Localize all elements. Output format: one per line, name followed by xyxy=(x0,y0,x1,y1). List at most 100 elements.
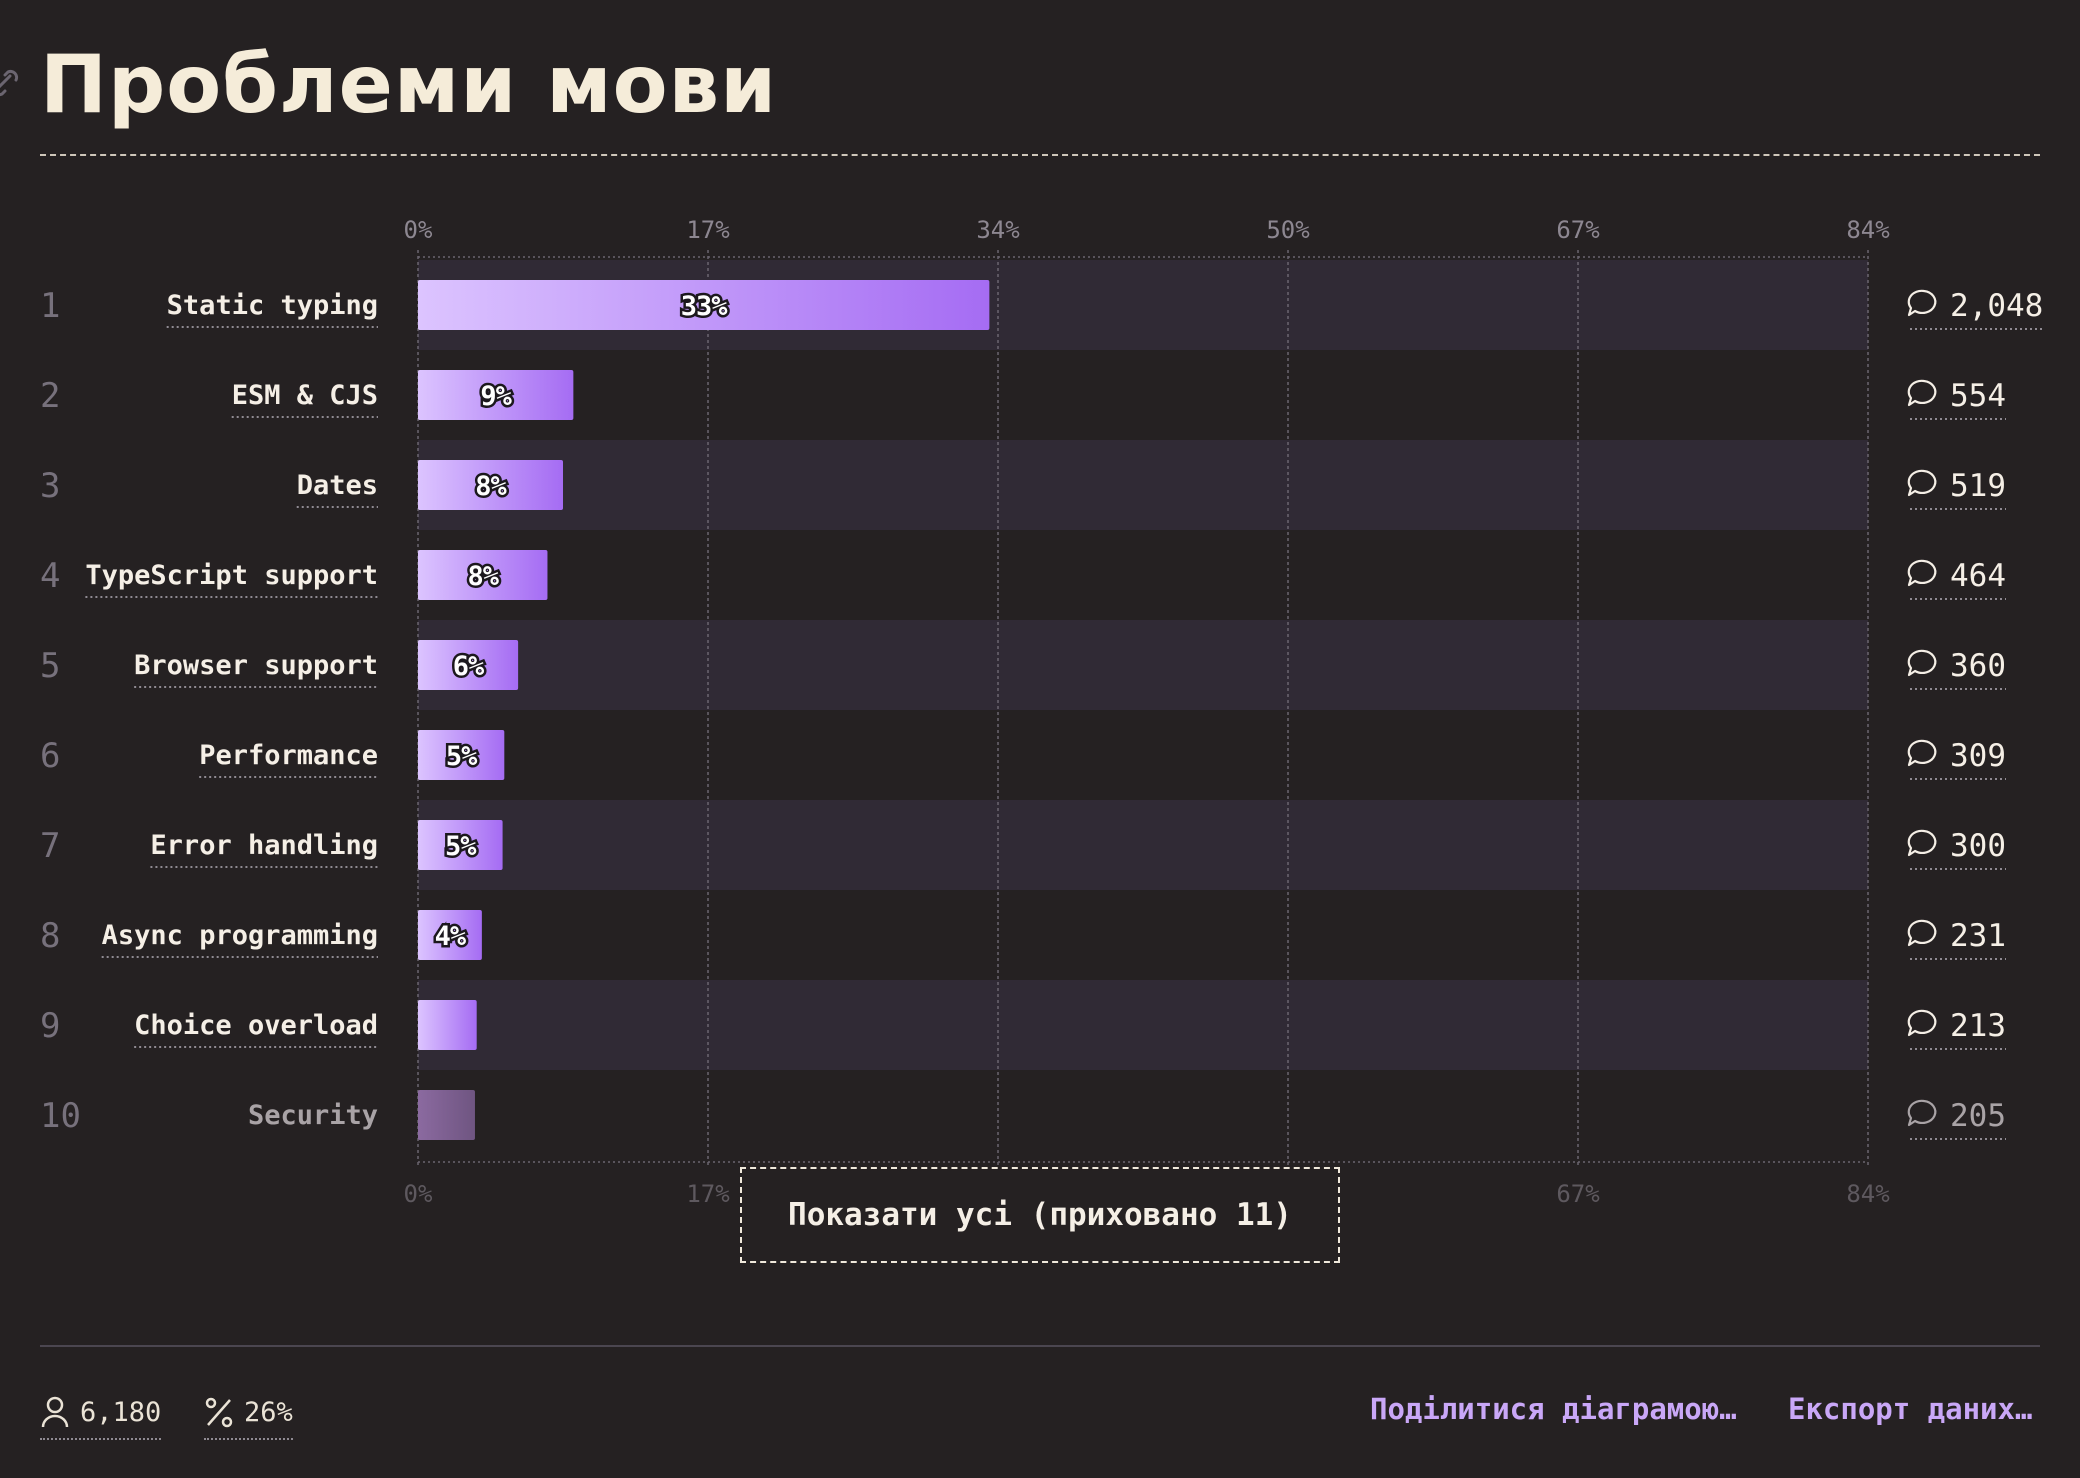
category-label: Error handling xyxy=(150,830,378,861)
rank-number: 3 xyxy=(40,466,60,506)
comment-icon xyxy=(1907,739,1937,767)
title-divider xyxy=(40,154,2040,156)
x-tick-label-top: 34% xyxy=(976,216,1020,244)
category-label: Browser support xyxy=(134,650,378,681)
comment-count[interactable]: 2,048 xyxy=(1907,288,2044,330)
share-chart-link[interactable]: Поділитися діаграмою… xyxy=(1370,1392,1737,1426)
rank-number: 6 xyxy=(40,736,60,776)
rank-number: 10 xyxy=(40,1096,81,1136)
bar-value-label: 8% xyxy=(475,471,507,502)
category-label-group[interactable]: Dates xyxy=(296,470,378,508)
row-band xyxy=(418,800,1868,890)
comment-count[interactable]: 213 xyxy=(1907,1008,2006,1050)
bar xyxy=(418,460,563,510)
comment-count[interactable]: 464 xyxy=(1907,558,2006,600)
x-tick-label-bottom: 84% xyxy=(1846,1180,1890,1208)
link-icon[interactable] xyxy=(0,68,20,98)
bar xyxy=(418,640,519,690)
x-tick-label-top: 17% xyxy=(686,216,730,244)
bar-value-label: 5% xyxy=(445,831,477,862)
rank-number: 4 xyxy=(40,556,60,596)
category-label: Performance xyxy=(199,740,378,771)
category-label: Async programming xyxy=(102,920,378,951)
bar xyxy=(418,730,505,780)
bar xyxy=(418,1000,477,1050)
respondents-count: 6,180 xyxy=(80,1396,162,1428)
comment-icon xyxy=(1907,289,1937,317)
bar-value-label: 6% xyxy=(453,651,485,682)
category-label-group[interactable]: Async programming xyxy=(101,920,378,958)
comment-icon xyxy=(1907,1099,1937,1127)
comment-icon xyxy=(1907,1009,1937,1037)
bar-value-label: 5% xyxy=(446,741,478,772)
percent-stat[interactable]: 26% xyxy=(204,1390,293,1440)
rank-number: 9 xyxy=(40,1006,60,1046)
bar xyxy=(418,370,574,420)
x-tick-label-top: 67% xyxy=(1556,216,1600,244)
category-label: Security xyxy=(248,1100,378,1131)
category-label: Choice overload xyxy=(134,1010,378,1041)
rank-number: 2 xyxy=(40,376,60,416)
rank-number: 8 xyxy=(40,916,60,956)
comment-count-value: 360 xyxy=(1950,648,2006,684)
bar-value-label: 9% xyxy=(480,381,512,412)
user-icon xyxy=(41,1396,69,1428)
bar xyxy=(418,820,503,870)
comment-count[interactable]: 360 xyxy=(1907,648,2006,690)
category-label-group[interactable]: Performance xyxy=(199,740,378,778)
rank-number: 5 xyxy=(40,646,60,686)
comment-icon xyxy=(1907,919,1937,947)
comment-count-value: 300 xyxy=(1950,828,2006,864)
x-tick-label-top: 84% xyxy=(1846,216,1890,244)
comment-count[interactable]: 300 xyxy=(1907,828,2006,870)
x-tick-label-top: 50% xyxy=(1266,216,1310,244)
horizontal-bar-chart: 0%0%17%17%34%34%50%50%67%67%84%84%1Stati… xyxy=(40,216,2044,1208)
comment-icon xyxy=(1907,559,1937,587)
percent-value: 26% xyxy=(244,1396,293,1428)
category-label-group[interactable]: Security xyxy=(248,1100,378,1131)
x-tick-label-bottom: 67% xyxy=(1556,1180,1600,1208)
category-label: ESM & CJS xyxy=(232,380,378,411)
category-label-group[interactable]: TypeScript support xyxy=(85,560,378,598)
bar xyxy=(418,1090,475,1140)
comment-count-value: 205 xyxy=(1950,1098,2006,1134)
row-band xyxy=(418,440,1868,530)
comment-icon xyxy=(1907,469,1937,497)
export-data-link[interactable]: Експорт даних… xyxy=(1788,1392,2033,1426)
category-label: TypeScript support xyxy=(85,560,378,591)
bar xyxy=(418,910,482,960)
category-label-group[interactable]: Choice overload xyxy=(134,1010,378,1048)
x-tick-label-bottom: 0% xyxy=(404,1180,433,1208)
comment-count-value: 464 xyxy=(1950,558,2006,594)
comment-icon xyxy=(1907,649,1937,677)
x-tick-label-bottom: 17% xyxy=(686,1180,730,1208)
comment-count-value: 231 xyxy=(1950,918,2006,954)
percent-icon xyxy=(205,1397,233,1428)
comment-count[interactable]: 205 xyxy=(1907,1098,2006,1140)
bar-value-label: 4% xyxy=(435,921,467,952)
show-all-button[interactable]: Показати усі (приховано 11) xyxy=(740,1167,1340,1263)
row-band xyxy=(418,980,1868,1070)
x-tick-label-top: 0% xyxy=(404,216,433,244)
bar xyxy=(418,280,990,330)
comment-count[interactable]: 519 xyxy=(1907,468,2006,510)
rank-number: 1 xyxy=(40,286,60,326)
comment-count[interactable]: 231 xyxy=(1907,918,2006,960)
footer-divider xyxy=(40,1345,2040,1347)
category-label: Static typing xyxy=(167,290,378,321)
bar-value-label: 33% xyxy=(681,291,729,322)
comment-count-value: 2,048 xyxy=(1950,288,2043,324)
respondents-stat[interactable]: 6,180 xyxy=(40,1390,162,1440)
comment-icon xyxy=(1907,379,1937,407)
comment-count-value: 213 xyxy=(1950,1008,2006,1044)
category-label: Dates xyxy=(297,470,378,501)
comment-count[interactable]: 554 xyxy=(1907,378,2006,420)
category-label-group[interactable]: Error handling xyxy=(150,830,378,868)
comment-count-value: 309 xyxy=(1950,738,2006,774)
category-label-group[interactable]: ESM & CJS xyxy=(231,380,378,418)
comment-count[interactable]: 309 xyxy=(1907,738,2006,780)
category-label-group[interactable]: Browser support xyxy=(134,650,378,688)
comment-icon xyxy=(1907,829,1937,857)
page-title: Проблеми мови xyxy=(40,38,778,131)
category-label-group[interactable]: Static typing xyxy=(166,290,378,328)
